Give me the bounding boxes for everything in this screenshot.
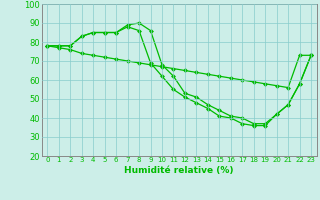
X-axis label: Humidité relative (%): Humidité relative (%)	[124, 166, 234, 175]
